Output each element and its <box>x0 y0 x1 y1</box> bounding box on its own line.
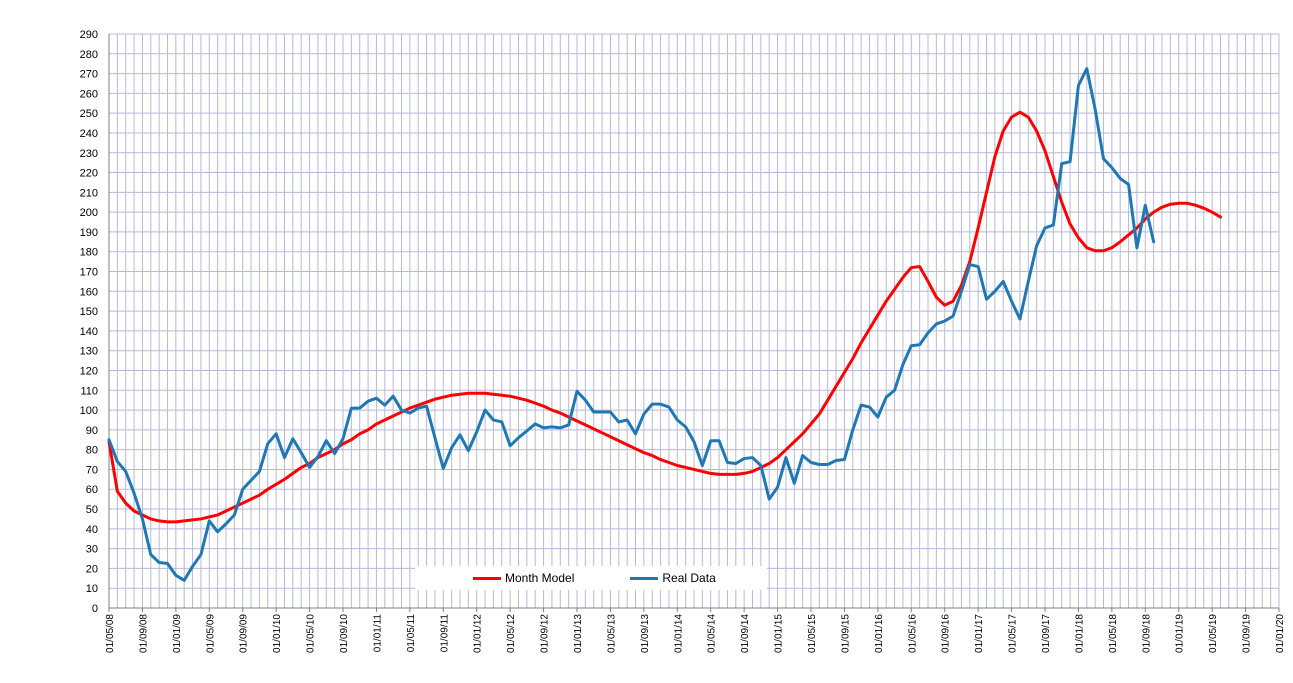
x-tick-label: 01/01/19 <box>1175 614 1186 653</box>
y-tick-label: 110 <box>80 385 98 397</box>
x-tick-label: 01/05/19 <box>1208 614 1219 653</box>
x-tick-label: 01/05/09 <box>205 614 216 653</box>
x-tick-label: 01/01/09 <box>172 614 183 653</box>
x-tick-labels: 01/05/08 01/09/08 01/01/09 01/05/09 01/09/09… <box>105 614 1286 653</box>
series-lines <box>107 67 1222 582</box>
y-tick-label: 160 <box>80 286 98 298</box>
x-tick-label: 01/05/12 <box>506 614 517 653</box>
y-tick-label: 170 <box>80 267 98 279</box>
x-tick-label: 01/01/17 <box>974 614 985 653</box>
y-tick-label: 150 <box>80 306 98 318</box>
x-tick-label: 01/05/10 <box>306 614 317 653</box>
x-tick-label: 01/09/09 <box>239 614 250 653</box>
x-tick-label: 01/01/18 <box>1074 614 1085 653</box>
x-tick-label: 01/01/20 <box>1275 614 1286 653</box>
y-tick-label: 100 <box>80 405 98 417</box>
axes <box>108 34 1280 612</box>
y-tick-label: 280 <box>80 49 98 61</box>
gridlines <box>108 33 1280 609</box>
y-tick-label: 180 <box>80 247 98 259</box>
y-tick-labels: 0 10 20 30 40 50 60 70 80 90 100 110 120 130 140 150 160… <box>80 29 98 615</box>
y-tick-label: 250 <box>80 108 98 120</box>
y-tick-label: 60 <box>86 484 98 496</box>
x-tick-label: 01/01/11 <box>372 614 383 653</box>
x-tick-label: 01/09/12 <box>540 614 551 653</box>
y-tick-label: 90 <box>86 425 98 437</box>
y-tick-label: 80 <box>86 445 98 457</box>
legend-label-month-model: Month Model <box>505 571 575 585</box>
x-tick-label: 01/09/10 <box>339 614 350 653</box>
x-tick-label: 01/01/13 <box>573 614 584 653</box>
x-tick-label: 01/05/17 <box>1008 614 1019 653</box>
legend-swatch-month-model <box>473 576 501 580</box>
series-line-real-data <box>107 67 1156 582</box>
x-tick-label: 01/01/14 <box>673 614 684 653</box>
y-tick-label: 290 <box>80 29 98 41</box>
y-tick-label: 220 <box>80 168 98 180</box>
x-tick-label: 01/05/11 <box>406 614 417 653</box>
x-tick-label: 01/05/13 <box>606 614 617 653</box>
y-tick-label: 240 <box>80 128 98 140</box>
x-tick-label: 01/05/14 <box>707 614 718 653</box>
y-tick-label: 270 <box>80 69 98 81</box>
y-tick-label: 70 <box>86 464 98 476</box>
legend-item-real-data: Real Data <box>630 571 716 585</box>
y-tick-label: 140 <box>80 326 98 338</box>
y-tick-label: 40 <box>86 524 98 536</box>
x-tick-label: 01/05/18 <box>1108 614 1119 653</box>
y-tick-label: 210 <box>80 187 98 199</box>
y-tick-label: 200 <box>80 207 98 219</box>
y-tick-label: 130 <box>80 346 98 358</box>
y-tick-label: 10 <box>86 583 98 595</box>
x-tick-label: 01/09/08 <box>138 614 149 653</box>
legend-label-real-data: Real Data <box>662 571 716 585</box>
x-tick-label: 01/09/17 <box>1041 614 1052 653</box>
x-tick-label: 01/05/08 <box>105 614 116 653</box>
legend: Month Model Real Data <box>415 566 767 590</box>
x-tick-label: 01/09/18 <box>1141 614 1152 653</box>
x-tick-label: 01/09/16 <box>941 614 952 653</box>
y-tick-label: 20 <box>86 563 98 575</box>
x-tick-label: 01/01/16 <box>874 614 885 653</box>
legend-item-month-model: Month Model <box>473 571 574 585</box>
x-tick-label: 01/01/15 <box>774 614 785 653</box>
x-tick-label: 01/01/10 <box>272 614 283 653</box>
x-tick-label: 01/05/15 <box>807 614 818 653</box>
x-tick-label: 01/09/13 <box>640 614 651 653</box>
y-tick-label: 190 <box>80 227 98 239</box>
x-tick-label: 01/09/15 <box>840 614 851 653</box>
legend-swatch-real-data <box>630 576 659 580</box>
y-tick-label: 0 <box>92 603 98 615</box>
y-tick-label: 120 <box>80 365 98 377</box>
y-tick-label: 50 <box>86 504 98 516</box>
y-tick-label: 260 <box>80 88 98 100</box>
x-tick-label: 01/05/16 <box>907 614 918 653</box>
x-tick-label: 01/09/14 <box>740 614 751 653</box>
series-line-month-model <box>107 110 1222 524</box>
x-tick-label: 01/01/12 <box>473 614 484 653</box>
y-tick-label: 30 <box>86 544 98 556</box>
x-tick-label: 01/09/19 <box>1242 614 1253 653</box>
y-tick-label: 230 <box>80 148 98 160</box>
x-tick-label: 01/09/11 <box>439 614 450 653</box>
